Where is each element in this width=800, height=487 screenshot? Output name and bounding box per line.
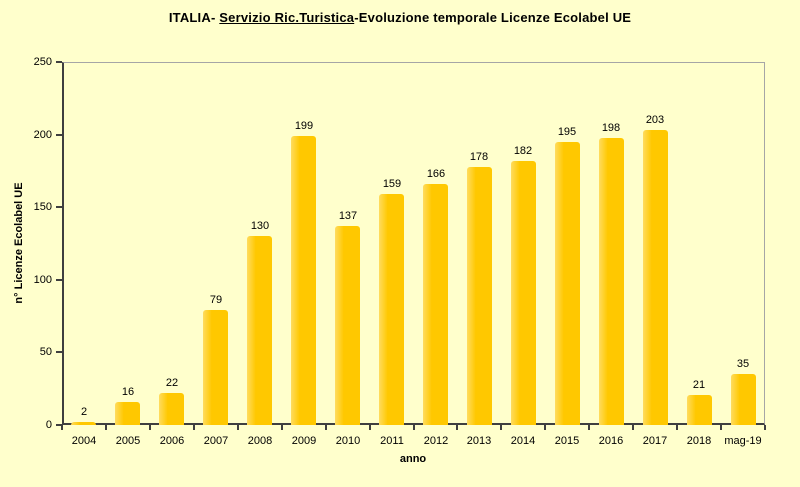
bar-2004 (71, 422, 96, 425)
bar-2014 (511, 161, 536, 425)
x-tick-label: mag-19 (724, 435, 762, 447)
x-tick-label: 2014 (510, 435, 536, 447)
chart-title-underlined: Servizio Ric.Turistica (219, 10, 355, 25)
bar-2006 (159, 393, 184, 425)
x-axis-tick (237, 425, 239, 430)
x-tick-label: 2013 (466, 435, 492, 447)
x-axis-tick (413, 425, 415, 430)
x-axis-tick (105, 425, 107, 430)
bar-2009 (291, 136, 316, 425)
bar-2007 (203, 310, 228, 425)
bar-value-label: 35 (736, 358, 750, 370)
bar-value-label: 199 (294, 120, 314, 132)
chart-title-prefix: ITALIA- (168, 10, 220, 25)
x-axis-tick (720, 425, 722, 430)
bar-mag-19 (731, 374, 756, 425)
x-tick-label: 2006 (159, 435, 185, 447)
bar-2018 (687, 395, 712, 425)
x-tick-label: 2017 (642, 435, 668, 447)
bar-value-label: 22 (165, 377, 179, 389)
x-axis-tick (544, 425, 546, 430)
x-axis-tick (61, 425, 63, 430)
bar-value-label: 166 (426, 168, 446, 180)
y-tick-label: 100 (33, 274, 52, 286)
bar-value-label: 198 (601, 122, 621, 134)
bar-value-label: 16 (121, 386, 135, 398)
y-tick-label: 50 (39, 346, 52, 358)
x-axis-tick (632, 425, 634, 430)
bar-2013 (467, 167, 492, 425)
x-axis-tick (325, 425, 327, 430)
bar-value-label: 79 (209, 294, 223, 306)
x-tick-label: 2012 (423, 435, 449, 447)
bar-value-label: 21 (692, 379, 706, 391)
x-tick-label: 2009 (291, 435, 317, 447)
chart-title-suffix: -Evoluzione temporale Licenze Ecolabel U… (354, 10, 632, 25)
x-tick-label: 2018 (686, 435, 712, 447)
x-tick-label: 2015 (554, 435, 580, 447)
y-axis-tick (56, 134, 62, 136)
bar-2010 (335, 226, 360, 425)
y-tick-label: 150 (33, 201, 52, 213)
x-tick-label: 2005 (115, 435, 141, 447)
x-axis-tick (500, 425, 502, 430)
bar-2015 (555, 142, 580, 425)
x-tick-label: 2008 (247, 435, 273, 447)
chart-title: ITALIA- Servizio Ric.Turistica-Evoluzion… (0, 10, 800, 25)
bar-2008 (247, 236, 272, 425)
x-axis-tick (588, 425, 590, 430)
bar-value-label: 2 (80, 406, 88, 418)
y-axis-tick (56, 351, 62, 353)
x-axis-tick (369, 425, 371, 430)
bar-value-label: 203 (645, 114, 665, 126)
y-tick-label: 250 (33, 56, 52, 68)
bar-value-label: 159 (382, 178, 402, 190)
x-tick-label: 2010 (335, 435, 361, 447)
y-axis-tick (56, 279, 62, 281)
y-axis-tick (56, 424, 62, 426)
x-tick-label: 2007 (203, 435, 229, 447)
x-axis-tick (764, 425, 766, 430)
x-axis-tick (281, 425, 283, 430)
x-axis-title: anno (399, 453, 427, 465)
bar-value-label: 137 (338, 210, 358, 222)
x-tick-label: 2016 (598, 435, 624, 447)
x-axis-tick (193, 425, 195, 430)
bar-value-label: 182 (513, 145, 533, 157)
bar-value-label: 130 (250, 220, 270, 232)
y-axis-tick (56, 61, 62, 63)
x-tick-label: 2011 (380, 435, 404, 447)
x-axis-tick (676, 425, 678, 430)
y-tick-label: 200 (33, 129, 52, 141)
bar-value-label: 178 (469, 151, 489, 163)
y-tick-label: 0 (45, 419, 52, 431)
plot-area (62, 62, 765, 425)
bar-2005 (115, 402, 140, 425)
x-axis-tick (149, 425, 151, 430)
bar-value-label: 195 (557, 126, 577, 138)
bar-2017 (643, 130, 668, 425)
bar-2012 (423, 184, 448, 425)
x-axis-tick (456, 425, 458, 430)
x-tick-label: 2004 (71, 435, 97, 447)
y-axis-tick (56, 206, 62, 208)
bar-2011 (379, 194, 404, 425)
bar-2016 (599, 138, 624, 425)
